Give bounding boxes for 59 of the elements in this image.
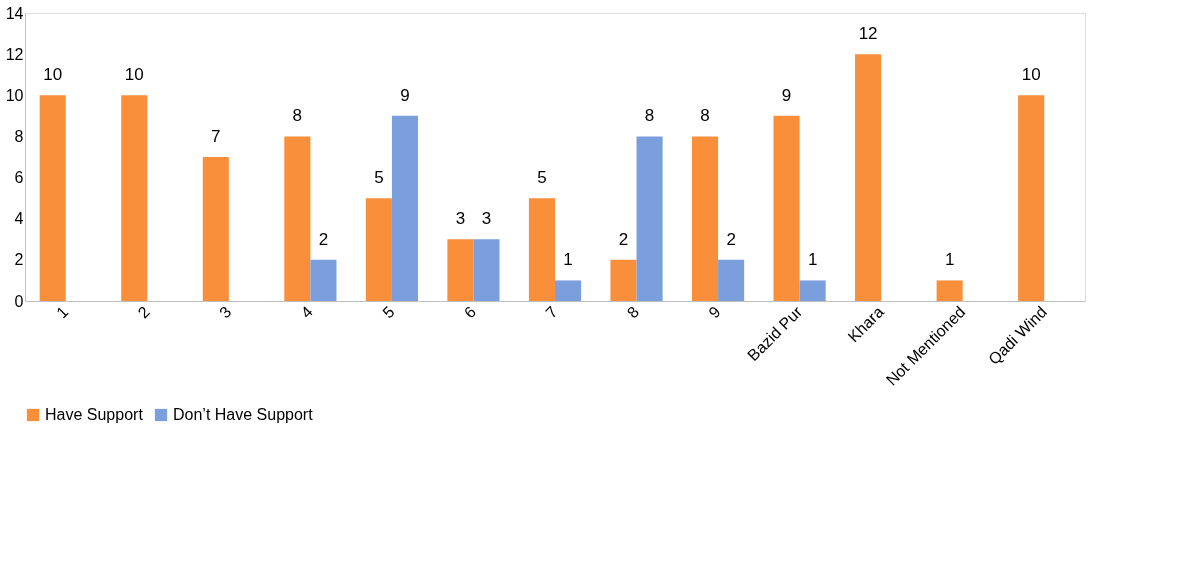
data-label: 12 bbox=[858, 24, 878, 44]
bar bbox=[528, 198, 555, 301]
data-label: 3 bbox=[455, 209, 466, 229]
x-tick-label: 2 bbox=[134, 303, 154, 322]
data-label: 9 bbox=[781, 85, 792, 105]
data-label: 7 bbox=[211, 127, 221, 146]
bar bbox=[1018, 95, 1045, 301]
data-label: 1 bbox=[944, 250, 955, 270]
legend-label: Have Support bbox=[45, 406, 144, 423]
bar bbox=[636, 136, 663, 301]
bar bbox=[121, 95, 148, 301]
bar bbox=[39, 95, 66, 301]
data-label: 10 bbox=[43, 65, 63, 85]
data-label: 1 bbox=[563, 250, 573, 270]
bar bbox=[936, 280, 963, 301]
y-tick-label: 12 bbox=[5, 45, 24, 63]
data-label: 8 bbox=[644, 106, 655, 126]
x-tick-label: 3 bbox=[216, 303, 235, 322]
y-tick-label: 8 bbox=[14, 127, 24, 145]
data-label: 9 bbox=[400, 85, 410, 105]
data-label: 8 bbox=[700, 106, 710, 126]
bar bbox=[691, 136, 719, 301]
bar bbox=[202, 157, 229, 301]
data-label: 2 bbox=[318, 229, 329, 249]
y-tick-label: 2 bbox=[14, 251, 24, 269]
data-label: 2 bbox=[726, 229, 736, 249]
x-tick-label: 1 bbox=[53, 303, 72, 322]
x-tick-label: 8 bbox=[623, 303, 643, 322]
x-tick-label: 7 bbox=[542, 303, 561, 322]
x-tick-label: 9 bbox=[705, 303, 724, 322]
bar bbox=[799, 280, 826, 301]
bar bbox=[855, 54, 882, 301]
bar bbox=[773, 115, 800, 301]
y-tick-label: 0 bbox=[14, 292, 24, 310]
bar bbox=[555, 280, 582, 301]
bar bbox=[365, 198, 392, 301]
bar bbox=[310, 259, 337, 301]
data-label: 3 bbox=[481, 209, 492, 229]
bar bbox=[473, 239, 500, 301]
bar bbox=[391, 115, 419, 301]
bar bbox=[610, 259, 637, 301]
x-tick-label: 5 bbox=[379, 303, 398, 322]
bar bbox=[284, 136, 311, 301]
bar bbox=[718, 259, 745, 301]
x-tick-label: 4 bbox=[297, 303, 317, 322]
data-label: 10 bbox=[1021, 65, 1041, 85]
y-tick-label: 6 bbox=[14, 169, 24, 187]
data-label: 8 bbox=[292, 106, 303, 126]
data-label: 5 bbox=[537, 168, 547, 188]
bar bbox=[447, 239, 474, 301]
y-tick-label: 10 bbox=[5, 86, 24, 104]
y-tick-label: 14 bbox=[5, 4, 24, 22]
data-label: 5 bbox=[374, 168, 384, 188]
data-label: 1 bbox=[807, 250, 818, 270]
legend-label: Don’t Have Support bbox=[173, 406, 314, 423]
data-label: 2 bbox=[618, 229, 629, 249]
data-label: 10 bbox=[124, 65, 144, 85]
y-tick-label: 4 bbox=[14, 210, 24, 228]
x-tick-label: 6 bbox=[460, 303, 480, 322]
